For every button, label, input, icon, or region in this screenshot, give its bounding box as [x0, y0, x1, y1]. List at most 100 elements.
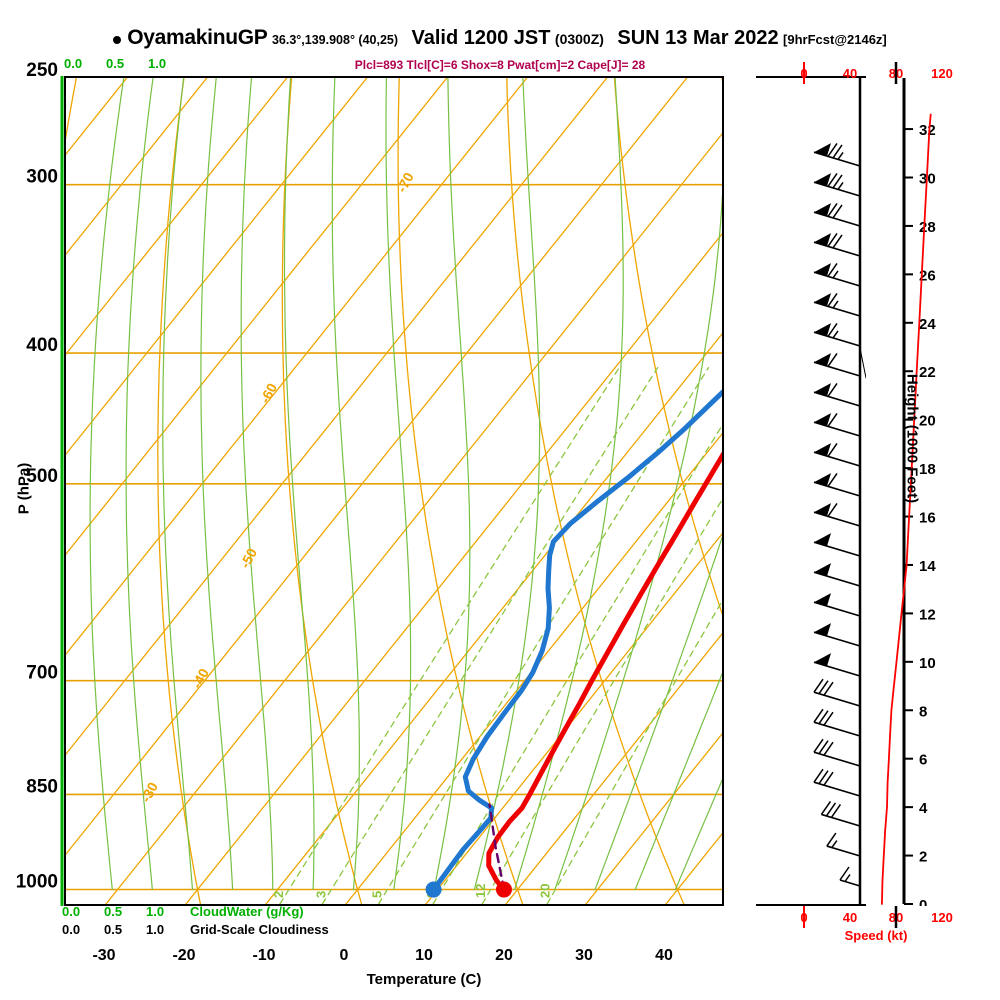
- wind-barb: [813, 352, 861, 377]
- moist-adiabat: [200, 78, 234, 891]
- speed-tick: 120: [931, 66, 953, 81]
- temperature-tick: -30: [92, 947, 115, 964]
- moist-adiabat: [514, 78, 624, 891]
- cloudiness-tick: 1.0: [146, 922, 164, 937]
- valid-time: Valid 1200 JST: [411, 27, 551, 49]
- temperature-tick: 10: [415, 947, 433, 964]
- station-dot: [113, 35, 122, 44]
- isotherm--80: [66, 78, 368, 456]
- isotherm-30: [585, 732, 722, 904]
- valid-zulu: (0300Z): [554, 31, 604, 47]
- wind-barb: [813, 142, 861, 167]
- parcel-trace: [488, 803, 506, 891]
- moist-adiabat: [283, 78, 315, 891]
- dry-adiabat: [397, 78, 524, 904]
- height-tick: 22: [919, 364, 936, 381]
- moist-adiabat: [554, 192, 722, 891]
- adiabat-label: -30: [137, 779, 161, 805]
- dry-adiabat: [613, 78, 722, 616]
- speed-tick: 40: [843, 910, 857, 925]
- wind-barb: [813, 623, 861, 647]
- isotherm--50: [66, 78, 608, 756]
- speed-axis-label: Speed (kt): [845, 928, 908, 943]
- mixing-ratio-12: [481, 498, 722, 904]
- forecast-stamp: [9hrFcst@2146z]: [783, 32, 887, 47]
- isotherm-20: [505, 632, 722, 904]
- wind-barb: [813, 412, 861, 437]
- dewpoint-marker: [425, 881, 442, 898]
- cloudwater-tick: 0.0: [62, 904, 80, 919]
- mixing-ratio-2: [279, 366, 620, 904]
- dry-adiabat: [157, 78, 202, 904]
- height-speed-panel: 0 2 4 6 8 10 12 14 16 18 20 22 24 26 28 30 32: [866, 76, 944, 906]
- dry-adiabat: [506, 78, 685, 904]
- height-tick: 32: [919, 122, 936, 139]
- page-title: OyamakinuGP 36.3°,139.908° (40,25) Valid…: [0, 26, 1000, 50]
- temperature-axis-label: Temperature (C): [367, 971, 482, 988]
- moist-adiabat: [594, 535, 722, 891]
- temperature-axis: -30 -20 -10 0 10 20 30 40 Temperature (C): [40, 940, 800, 990]
- wind-barb: [813, 738, 861, 767]
- isotherm--30: [105, 132, 722, 904]
- height-tick: 18: [919, 461, 936, 478]
- cloudwater-tick: 0.0: [64, 56, 82, 71]
- dewpoint-trace: [431, 389, 722, 892]
- pressure-axis: 250 300 400 500 700 850 1000: [0, 60, 64, 930]
- temperature-tick: 20: [495, 947, 513, 964]
- dry-adiabat: [281, 78, 363, 904]
- isotherm--90: [66, 78, 288, 356]
- isotherm--60: [66, 78, 528, 656]
- temperature-tick: -10: [252, 947, 275, 964]
- temperature-tick: 0: [340, 947, 349, 964]
- isotherm--40: [66, 78, 688, 856]
- mixing-ratio-20: [546, 600, 722, 904]
- height-tick: 16: [919, 510, 936, 527]
- height-tick: 28: [919, 219, 936, 236]
- moist-adiabat: [331, 78, 360, 891]
- height-tick: 0: [919, 897, 927, 906]
- moist-adiabat: [385, 78, 412, 891]
- isotherm-0: [345, 432, 722, 904]
- height-tick: 2: [919, 849, 927, 866]
- pressure-tick: 500: [26, 466, 58, 487]
- cloudiness-label: Grid-Scale Cloudiness: [190, 922, 329, 937]
- wind-barb: [813, 653, 861, 677]
- mixing-ratio-label: 3: [313, 891, 328, 898]
- temperature-tick: 40: [655, 947, 673, 964]
- isotherm--110: [66, 78, 128, 156]
- height-tick: 24: [919, 316, 936, 333]
- cloudiness-tick: 0.5: [104, 922, 122, 937]
- isotherm--70: [66, 78, 448, 556]
- wind-barb: [813, 382, 861, 407]
- speed-scale-bottom: 04080120Speed (kt): [780, 906, 1000, 946]
- moist-adiabat: [674, 779, 722, 891]
- pressure-tick: 250: [26, 60, 58, 81]
- temperature-trace: [486, 451, 722, 892]
- speed-curve: [881, 113, 932, 905]
- pressure-tick: 850: [26, 776, 58, 797]
- moist-adiabat: [162, 78, 194, 891]
- speed-tick: 120: [931, 910, 953, 925]
- wind-barb: [813, 533, 861, 557]
- temperature-marker: [495, 881, 512, 898]
- adiabat-label: -70: [393, 170, 417, 196]
- height-tick: 26: [919, 267, 936, 284]
- bottom-left-scales: 0.0 0.0 0.5 0.5 1.0 1.0 CloudWater (g/Kg) Grid-…: [40, 902, 460, 944]
- isotherm--100: [66, 78, 208, 256]
- pressure-tick: 700: [26, 663, 58, 684]
- adiabat-label: -50: [237, 545, 261, 571]
- speed-scale-top: 04080120: [780, 62, 1000, 86]
- wind-barb: [813, 322, 861, 347]
- isotherm-10: [425, 532, 722, 904]
- height-axis-label: Height (1000 Feet): [903, 373, 921, 504]
- mixing-ratio-5: [377, 366, 710, 904]
- cloudwater-tick: 0.5: [106, 56, 124, 71]
- cloudwater-tick: 1.0: [146, 904, 164, 919]
- skewt-plot[interactable]: 23581220-70-60-50-40-30010203020: [64, 76, 724, 906]
- height-tick: 20: [919, 413, 936, 430]
- wind-barb: [839, 866, 861, 887]
- moist-adiabat: [240, 78, 274, 891]
- wind-barb: [813, 172, 861, 197]
- valid-date: SUN 13 Mar 2022: [617, 27, 779, 49]
- mixing-ratio-label: 20: [538, 884, 553, 898]
